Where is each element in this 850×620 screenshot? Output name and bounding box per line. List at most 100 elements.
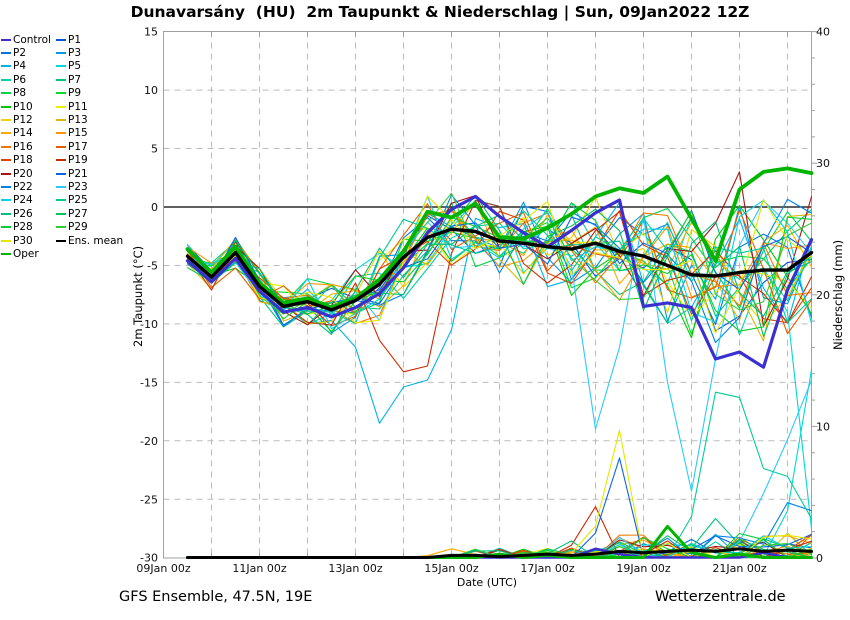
legend-label: P8 — [13, 87, 27, 100]
chart-title: Dunavarsány (HU) 2m Taupunkt & Niedersch… — [130, 3, 750, 21]
legend-label: P18 — [13, 154, 33, 167]
legend-swatch — [56, 119, 66, 122]
y-tick-label-right: 40 — [816, 26, 830, 39]
y-tick-label-left: 5 — [151, 143, 158, 156]
oper-dew-line — [185, 166, 814, 310]
y-tick-label-left: -5 — [147, 259, 158, 272]
x-tick-label: 19Jan 00z — [616, 562, 670, 575]
legend-label: P5 — [68, 60, 82, 73]
legend-swatch — [1, 105, 11, 108]
legend-item-p4: P4 — [1, 60, 56, 73]
legend-label: P21 — [68, 167, 88, 180]
legend-swatch — [1, 159, 11, 162]
legend-label: Ens. mean — [68, 234, 124, 247]
legend-swatch — [56, 78, 66, 81]
legend-label: P24 — [13, 194, 33, 207]
y-tick-label-left: -15 — [140, 376, 158, 389]
legend-swatch — [1, 145, 11, 148]
legend-label: P30 — [13, 234, 33, 247]
y-axis-label-left: 2m Taupunkt (°C) — [131, 245, 145, 347]
legend-label: P16 — [13, 140, 33, 153]
legend-item-p17: P17 — [56, 140, 123, 153]
legend-label: Control — [13, 33, 51, 46]
legend-label: P23 — [68, 180, 88, 193]
legend-label: P6 — [13, 73, 27, 86]
control-dew-line — [185, 194, 814, 369]
legend-swatch — [56, 145, 66, 148]
legend-item-p27: P27 — [56, 207, 123, 220]
legend-item-p5: P5 — [56, 60, 123, 73]
y-tick-label-left: 15 — [144, 26, 158, 39]
y-tick-label-right: 10 — [816, 420, 830, 433]
legend-label: P14 — [13, 127, 33, 140]
legend-item-p24: P24 — [1, 194, 56, 207]
legend-item-p2: P2 — [1, 46, 56, 59]
legend-item-p21: P21 — [56, 167, 123, 180]
member-dew-line-p22 — [186, 194, 813, 344]
x-tick-label: 11Jan 00z — [232, 562, 286, 575]
legend-swatch — [1, 65, 11, 68]
legend-label: P20 — [13, 167, 33, 180]
legend-item-p3: P3 — [56, 46, 123, 59]
legend-item-p14: P14 — [1, 127, 56, 140]
legend-label: P3 — [68, 47, 82, 60]
legend-swatch — [1, 52, 11, 55]
legend-item-p20: P20 — [1, 167, 56, 180]
legend-item-p29: P29 — [56, 220, 123, 233]
legend-label: P29 — [68, 221, 88, 234]
legend-label: P2 — [13, 47, 27, 60]
legend-item-p1: P1 — [56, 33, 123, 46]
x-axis-label: Date (UTC) — [456, 576, 518, 589]
legend-item-p9: P9 — [56, 87, 123, 100]
legend-label: P27 — [68, 207, 88, 220]
legend-swatch — [1, 38, 11, 41]
legend-label: P15 — [68, 127, 88, 140]
legend-swatch — [1, 92, 11, 95]
legend-label: P11 — [68, 100, 88, 113]
member-dew-line-p13 — [186, 200, 813, 342]
legend-item-control: Control — [1, 33, 56, 46]
legend-label: P22 — [13, 180, 33, 193]
legend-swatch — [1, 172, 11, 175]
model-info-text: GFS Ensemble, 47.5N, 19E — [119, 589, 313, 605]
legend: Control P1 P2 P3 P4 P5 P6 P7 P8 P9 P10 P11 P12 P13 P14… — [1, 33, 123, 261]
y-tick-label-right: 30 — [816, 157, 830, 170]
legend-swatch — [56, 92, 66, 95]
legend-swatch — [56, 239, 66, 242]
legend-item-p18: P18 — [1, 154, 56, 167]
legend-item-p30: P30 — [1, 234, 56, 247]
legend-item-p12: P12 — [1, 113, 56, 126]
y-tick-label-left: -20 — [140, 435, 158, 448]
legend-label: P4 — [13, 60, 27, 73]
legend-label: P19 — [68, 154, 88, 167]
legend-item-ens-mean: Ens. mean — [56, 234, 123, 247]
legend-label: P10 — [13, 100, 33, 113]
y-tick-label-left: 0 — [151, 201, 158, 214]
site-name-text: Wetterzentrale.de — [655, 589, 786, 605]
legend-item-p26: P26 — [1, 207, 56, 220]
legend-label: P26 — [13, 207, 33, 220]
legend-swatch — [1, 252, 11, 255]
legend-item-p22: P22 — [1, 180, 56, 193]
y-tick-label-left: -30 — [140, 552, 158, 565]
y-tick-label-right: 0 — [816, 552, 823, 565]
x-tick-label: 15Jan 00z — [424, 562, 478, 575]
member-dew-line-p25 — [186, 210, 813, 325]
member-dew-line-p27 — [186, 194, 813, 337]
legend-swatch — [1, 212, 11, 215]
legend-swatch — [1, 239, 11, 242]
legend-label: Oper — [13, 247, 39, 260]
legend-label: P28 — [13, 221, 33, 234]
y-tick-label-left: -25 — [140, 493, 158, 506]
y-tick-label-left: 10 — [144, 84, 158, 97]
legend-swatch — [1, 199, 11, 202]
legend-item-p15: P15 — [56, 127, 123, 140]
ens-mean-dew-line — [185, 227, 814, 312]
legend-swatch — [56, 132, 66, 135]
legend-item-p10: P10 — [1, 100, 56, 113]
legend-item-p25: P25 — [56, 194, 123, 207]
x-tick-label: 21Jan 00z — [712, 562, 766, 575]
legend-swatch — [56, 172, 66, 175]
